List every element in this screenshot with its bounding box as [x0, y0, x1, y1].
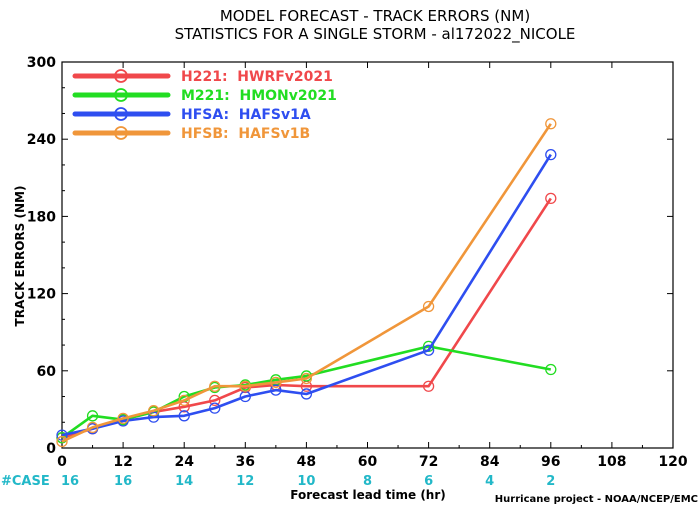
legend-label: M221: HMONv2021 [181, 88, 337, 104]
y-tick-label: 240 [27, 132, 56, 148]
series-layer [56, 118, 557, 448]
case-count: 2 [546, 474, 555, 489]
x-tick-label: 120 [658, 454, 687, 470]
legend-marker [114, 88, 128, 102]
y-tick-label: 0 [46, 441, 56, 457]
case-count: 4 [485, 474, 494, 489]
case-count: 8 [363, 474, 372, 489]
case-count: 14 [175, 474, 193, 489]
data-point [239, 380, 251, 392]
data-point [209, 402, 221, 414]
data-point [56, 429, 68, 441]
series-line [61, 345, 552, 439]
x-tick-label: 48 [297, 454, 316, 470]
x-tick-label: 12 [113, 454, 132, 470]
x-tick-label: 96 [541, 454, 560, 470]
legend-label: HFSB: HAFSv1B [181, 126, 310, 142]
case-label: #CASE [1, 474, 50, 489]
y-tick-label: 180 [27, 209, 56, 225]
data-point [209, 380, 221, 392]
axes: 0 12 24 36 48 60 72 84 96 108 120 0 60 120 180 240 300 [27, 55, 688, 470]
y-tick-label: 120 [27, 287, 56, 303]
data-point [422, 344, 435, 356]
x-tick-label: 24 [174, 454, 194, 470]
legend-label: H221: HWRFv2021 [181, 69, 333, 85]
x-tick-label: 0 [57, 454, 67, 470]
legend-label: HFSA: HAFSv1A [181, 107, 311, 123]
series-line [61, 153, 552, 437]
legend-marker [114, 126, 128, 140]
data-point [422, 380, 435, 392]
case-count: 6 [424, 474, 433, 489]
data-point [178, 410, 190, 422]
case-count: 12 [236, 474, 254, 489]
series-1 [56, 340, 557, 444]
data-point [56, 435, 68, 448]
x-tick-label: 108 [597, 454, 626, 470]
plot-frame [61, 61, 674, 449]
x-tick-label: 72 [419, 454, 438, 470]
data-point [545, 148, 557, 161]
case-count: 16 [61, 474, 79, 489]
x-tick-label: 84 [480, 454, 500, 470]
chart-title: MODEL FORECAST - TRACK ERRORS (NM) [220, 7, 530, 25]
x-axis-label: Forecast lead time (hr) [290, 488, 446, 502]
data-point [86, 410, 99, 422]
data-point [86, 421, 99, 434]
data-point [545, 363, 557, 376]
series-line [61, 123, 552, 443]
y-tick-label: 300 [27, 55, 56, 71]
chart-subtitle: STATISTICS FOR A SINGLE STORM - al172022… [175, 25, 576, 44]
credit-text: Hurricane project - NOAA/NCEP/EMC [495, 494, 698, 505]
x-tick-label: 60 [358, 454, 378, 470]
data-point [147, 405, 160, 417]
series-2 [56, 148, 557, 441]
legend: H221: HWRFv2021 M221: HMONv2021 HFSA: HAFS… [72, 69, 337, 142]
data-point [545, 118, 557, 130]
data-point [545, 192, 557, 205]
case-count-row: #CASE 16 16 14 12 10 8 6 4 2 [1, 474, 555, 489]
data-point [270, 384, 282, 396]
data-point [117, 412, 129, 425]
y-axis-label: TRACK ERRORS (NM) [13, 186, 27, 327]
x-tick-label: 36 [236, 454, 255, 470]
y-tick-label: 60 [37, 364, 57, 380]
case-count: 16 [114, 474, 132, 489]
data-point [209, 394, 221, 407]
data-point [270, 376, 282, 389]
data-point [422, 300, 435, 313]
case-count: 10 [297, 474, 315, 489]
legend-marker [114, 69, 128, 83]
data-point [300, 388, 313, 400]
data-point [300, 372, 313, 385]
data-point [178, 394, 190, 407]
legend-marker [114, 107, 128, 121]
series-3 [56, 118, 557, 448]
series-0 [56, 192, 557, 444]
data-point [147, 411, 160, 423]
